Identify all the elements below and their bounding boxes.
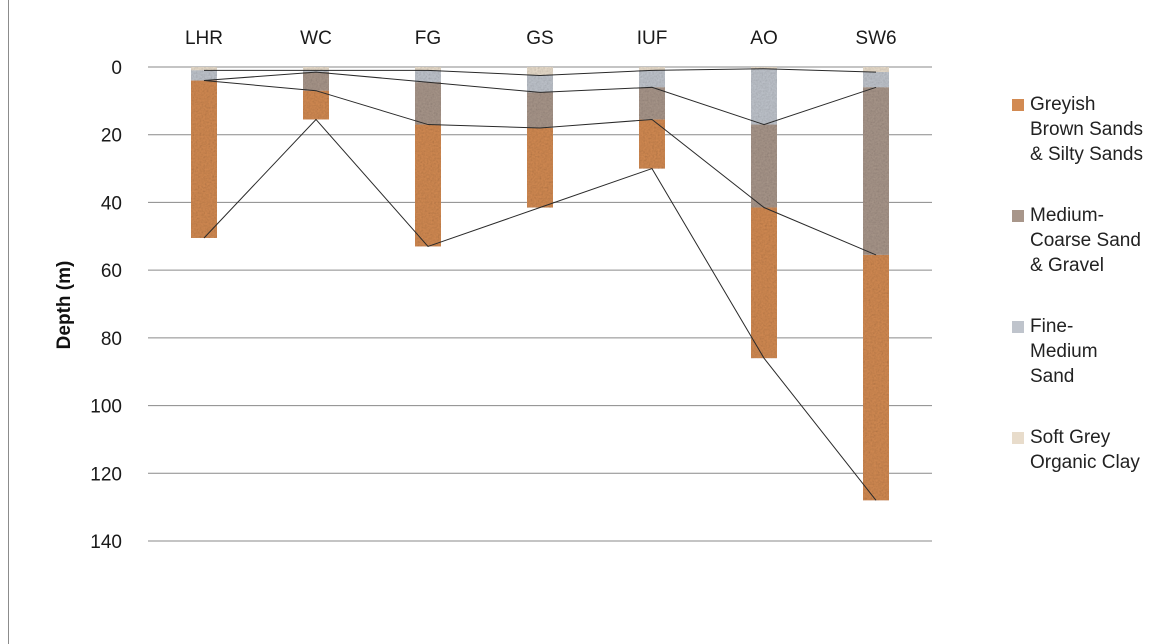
layer-bar-1-gs: [527, 75, 553, 93]
layer-bar-2-sw6: [863, 87, 889, 255]
layer-bar-2-wc: [303, 72, 329, 91]
y-tick-label: 20: [101, 126, 122, 147]
y-tick-label: 120: [90, 464, 122, 485]
y-tick-label: 40: [101, 193, 122, 214]
correlation-line-1: [203, 71, 877, 126]
layer-bar-2-iuf: [639, 87, 665, 120]
layer-bar-0-fg: [415, 67, 441, 71]
layer-bar-3-iuf: [639, 119, 665, 169]
layer-bar-2-gs: [527, 92, 553, 128]
layer-bar-3-fg: [415, 124, 441, 247]
legend-item: Fine- Medium Sand: [996, 314, 1166, 389]
layer-bar-0-sw6: [863, 67, 889, 73]
legend: Greyish Brown Sands & Silty Sands Medium-…: [996, 92, 1166, 511]
legend-swatch: [1012, 99, 1024, 111]
y-tick-label: 80: [101, 329, 122, 350]
legend-label: Fine- Medium Sand: [1030, 316, 1098, 387]
layer-bar-2-ao: [751, 124, 777, 208]
layer-bar-1-fg: [415, 70, 441, 83]
legend-label: Medium- Coarse Sand & Gravel: [1030, 205, 1141, 276]
legend-swatch: [1012, 432, 1024, 444]
legend-swatch: [1012, 321, 1024, 333]
layer-bar-1-wc: [303, 70, 329, 73]
frame-border-line: [8, 0, 9, 644]
y-tick-label: 140: [90, 532, 122, 553]
x-category-labels: LHR WC FG GS IUF AO SW6: [185, 28, 897, 49]
category-label-iuf: IUF: [637, 28, 668, 49]
correlation-line-3: [203, 118, 877, 501]
layer-bar-1-sw6: [863, 72, 889, 88]
legend-label: Soft Grey Organic Clay: [1030, 427, 1140, 473]
category-label-wc: WC: [300, 28, 332, 49]
legend-item: Soft Grey Organic Clay: [996, 425, 1166, 475]
layer-bar-1-iuf: [639, 70, 665, 88]
category-label-gs: GS: [526, 28, 553, 49]
y-tick-label: 60: [101, 261, 122, 282]
legend-item: Medium- Coarse Sand & Gravel: [996, 203, 1166, 278]
layer-bar-0-ao: [751, 67, 777, 69]
correlation-lines: [203, 68, 877, 501]
layer-bar-3-wc: [303, 90, 329, 120]
y-tick-label: 100: [90, 397, 122, 418]
category-label-lhr: LHR: [185, 28, 223, 49]
layer-bar-3-lhr: [191, 80, 217, 238]
layer-bar-3-ao: [751, 207, 777, 359]
layer-bar-1-ao: [751, 68, 777, 125]
layer-bar-0-iuf: [639, 67, 665, 71]
layer-bar-0-gs: [527, 67, 553, 76]
category-label-sw6: SW6: [855, 28, 896, 49]
y-tick-label: 0: [111, 58, 122, 79]
correlation-line-2: [203, 80, 877, 256]
y-axis-label: Depth (m): [54, 261, 75, 350]
layer-bar-0-wc: [303, 67, 329, 71]
layer-bar-2-fg: [415, 82, 441, 125]
category-label-ao: AO: [750, 28, 777, 49]
layer-bar-3-sw6: [863, 254, 889, 501]
y-tick-labels: 0 20 40 60 80 100 120 140: [90, 58, 122, 553]
layer-bar-3-gs: [527, 127, 553, 208]
layer-bar-0-lhr: [191, 67, 217, 71]
legend-item: Greyish Brown Sands & Silty Sands: [996, 92, 1166, 167]
category-label-fg: FG: [415, 28, 441, 49]
correlation-line-0: [204, 68, 877, 76]
layer-bars: [191, 67, 889, 501]
legend-swatch: [1012, 210, 1024, 222]
legend-label: Greyish Brown Sands & Silty Sands: [1030, 94, 1144, 165]
layer-bar-1-lhr: [191, 70, 217, 81]
